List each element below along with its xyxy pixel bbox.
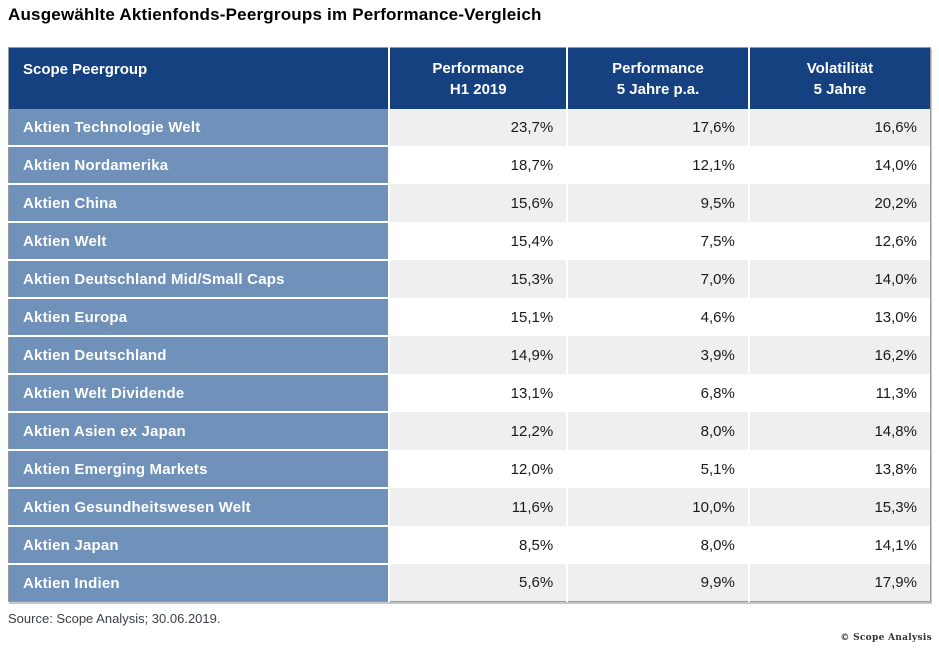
vol-5y-cell: 14,1% — [748, 526, 931, 564]
perf-h1-cell: 14,9% — [389, 336, 569, 374]
peergroup-name-cell: Aktien Welt — [8, 222, 391, 261]
perf-5y-cell: 10,0% — [567, 488, 750, 526]
peergroup-name-cell: Aktien Emerging Markets — [8, 450, 391, 489]
table-row: Aktien Deutschland Mid/Small Caps 15,3% … — [8, 260, 931, 299]
peergroup-name-cell: Aktien Gesundheitswesen Welt — [8, 488, 391, 527]
vol-5y-cell: 12,6% — [748, 222, 931, 260]
vol-5y-cell: 14,0% — [748, 146, 931, 184]
peergroup-name-cell: Aktien China — [8, 184, 391, 223]
vol-5y-cell: 14,0% — [748, 260, 931, 298]
perf-h1-cell: 11,6% — [389, 488, 569, 526]
header-line-2: 5 Jahre p.a. — [616, 80, 700, 98]
perf-5y-cell: 8,0% — [567, 526, 750, 564]
table-row: Aktien Gesundheitswesen Welt 11,6% 10,0%… — [8, 488, 931, 527]
table-row: Aktien Technologie Welt 23,7% 17,6% 16,6… — [8, 109, 931, 147]
table-row: Aktien Nordamerika 18,7% 12,1% 14,0% — [8, 146, 931, 185]
header-line-2: 5 Jahre — [813, 80, 867, 98]
perf-5y-cell: 17,6% — [567, 109, 750, 146]
peergroup-name-cell: Aktien Deutschland Mid/Small Caps — [8, 260, 391, 299]
vol-5y-cell: 14,8% — [748, 412, 931, 450]
vol-5y-cell: 16,6% — [748, 109, 931, 146]
source-note: Source: Scope Analysis; 30.06.2019. — [8, 611, 221, 626]
perf-5y-cell: 9,9% — [567, 564, 750, 602]
table-row: Aktien Emerging Markets 12,0% 5,1% 13,8% — [8, 450, 931, 489]
page-title: Ausgewählte Aktienfonds-Peergroups im Pe… — [8, 5, 542, 24]
table-header: Scope Peergroup Performance H1 2019 Perf… — [8, 47, 931, 109]
table-row: Aktien Indien 5,6% 9,9% 17,9% — [8, 564, 931, 602]
copyright-watermark: © Scope Analysis — [840, 633, 932, 643]
header-line-1: Volatilität — [806, 59, 874, 77]
perf-5y-cell: 7,5% — [567, 222, 750, 260]
peergroup-name-cell: Aktien Europa — [8, 298, 391, 337]
perf-h1-cell: 15,6% — [389, 184, 569, 222]
table-row: Aktien Japan 8,5% 8,0% 14,1% — [8, 526, 931, 565]
table-body: Aktien Technologie Welt 23,7% 17,6% 16,6… — [8, 109, 931, 602]
perf-h1-cell: 8,5% — [389, 526, 569, 564]
table-row: Aktien Welt 15,4% 7,5% 12,6% — [8, 222, 931, 261]
perf-h1-cell: 12,0% — [389, 450, 569, 488]
perf-h1-cell: 15,3% — [389, 260, 569, 298]
perf-h1-cell: 15,4% — [389, 222, 569, 260]
perf-5y-cell: 6,8% — [567, 374, 750, 412]
column-header-peergroup: Scope Peergroup — [8, 47, 391, 109]
vol-5y-cell: 13,8% — [748, 450, 931, 488]
table-row: Aktien Welt Dividende 13,1% 6,8% 11,3% — [8, 374, 931, 413]
perf-5y-cell: 9,5% — [567, 184, 750, 222]
header-row: Scope Peergroup Performance H1 2019 Perf… — [8, 47, 931, 109]
peergroup-name-cell: Aktien Technologie Welt — [8, 109, 391, 147]
peergroup-name-cell: Aktien Deutschland — [8, 336, 391, 375]
table-row: Aktien China 15,6% 9,5% 20,2% — [8, 184, 931, 223]
perf-h1-cell: 13,1% — [389, 374, 569, 412]
vol-5y-cell: 11,3% — [748, 374, 931, 412]
peergroup-performance-table: Scope Peergroup Performance H1 2019 Perf… — [8, 47, 931, 602]
vol-5y-cell: 16,2% — [748, 336, 931, 374]
peergroup-name-cell: Aktien Indien — [8, 564, 391, 602]
column-header-peergroup-label: Scope Peergroup — [23, 61, 148, 78]
peergroup-name-cell: Aktien Japan — [8, 526, 391, 565]
header-line-1: Performance — [432, 59, 525, 77]
table-row: Aktien Europa 15,1% 4,6% 13,0% — [8, 298, 931, 337]
perf-5y-cell: 7,0% — [567, 260, 750, 298]
data-table: Scope Peergroup Performance H1 2019 Perf… — [8, 47, 931, 602]
vol-5y-cell: 15,3% — [748, 488, 931, 526]
perf-h1-cell: 15,1% — [389, 298, 569, 336]
perf-h1-cell: 23,7% — [389, 109, 569, 146]
perf-5y-cell: 8,0% — [567, 412, 750, 450]
table-row: Aktien Deutschland 14,9% 3,9% 16,2% — [8, 336, 931, 375]
perf-5y-cell: 5,1% — [567, 450, 750, 488]
perf-h1-cell: 5,6% — [389, 564, 569, 602]
vol-5y-cell: 17,9% — [748, 564, 931, 602]
perf-h1-cell: 12,2% — [389, 412, 569, 450]
perf-5y-cell: 4,6% — [567, 298, 750, 336]
peergroup-name-cell: Aktien Nordamerika — [8, 146, 391, 185]
column-header-performance-5y: Performance 5 Jahre p.a. — [567, 47, 750, 109]
perf-h1-cell: 18,7% — [389, 146, 569, 184]
column-header-performance-h1: Performance H1 2019 — [389, 47, 569, 109]
peergroup-name-cell: Aktien Asien ex Japan — [8, 412, 391, 451]
header-line-1: Performance — [612, 59, 704, 77]
column-header-volatility-5y: Volatilität 5 Jahre — [748, 47, 931, 109]
vol-5y-cell: 13,0% — [748, 298, 931, 336]
vol-5y-cell: 20,2% — [748, 184, 931, 222]
table-row: Aktien Asien ex Japan 12,2% 8,0% 14,8% — [8, 412, 931, 451]
perf-5y-cell: 3,9% — [567, 336, 750, 374]
perf-5y-cell: 12,1% — [567, 146, 750, 184]
peergroup-name-cell: Aktien Welt Dividende — [8, 374, 391, 413]
header-line-2: H1 2019 — [449, 80, 507, 98]
